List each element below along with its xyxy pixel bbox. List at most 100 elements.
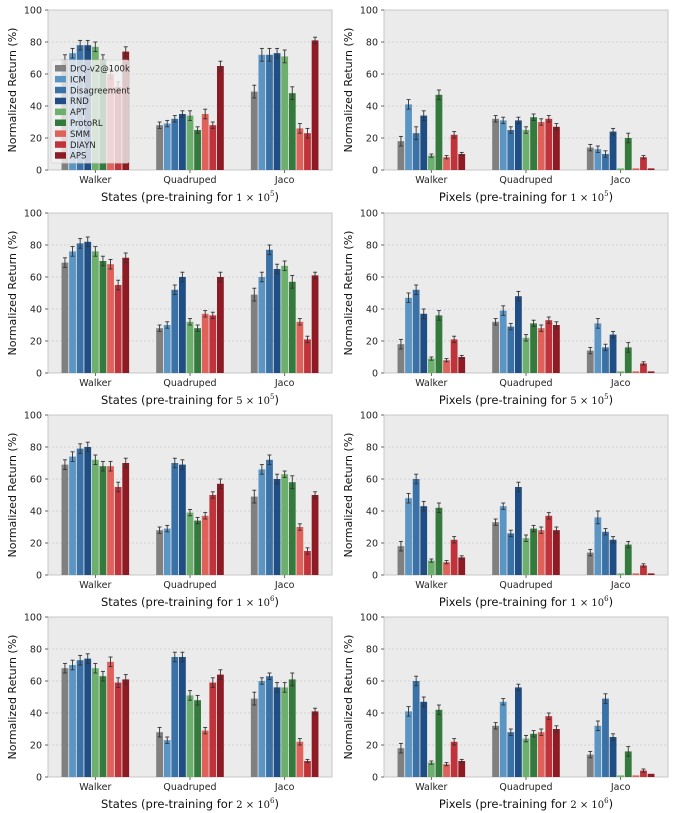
bar-smm xyxy=(443,360,450,373)
y-tick-label: 60 xyxy=(30,69,42,80)
bar-rnd xyxy=(84,241,92,373)
bar-drq-v2-100k xyxy=(250,91,258,170)
bar-diayn xyxy=(304,133,311,170)
bar-protorl xyxy=(624,138,632,170)
bar-drq-v2-100k xyxy=(156,732,163,777)
bar-icm xyxy=(258,54,266,170)
bar-icm xyxy=(499,701,507,777)
bar-aps xyxy=(458,154,466,170)
x-axis-label-close: ) xyxy=(609,190,614,204)
bar-diayn xyxy=(450,741,458,777)
bar-icm xyxy=(258,469,266,575)
bar-drq-v2-100k xyxy=(156,530,163,575)
bar-disagreement xyxy=(412,681,420,777)
y-tick-label: 80 xyxy=(366,240,378,251)
bar-rnd xyxy=(273,53,281,171)
bar-apt xyxy=(281,474,289,575)
bar-smm xyxy=(296,527,304,575)
bar-apt xyxy=(281,687,289,777)
bar-apt xyxy=(522,538,530,575)
panel-states-1e6: 0 20 40 60 80 100 Walker Quadruped Jaco Normalize… xyxy=(6,410,333,609)
bar-aps xyxy=(311,495,319,575)
bar-protorl xyxy=(288,679,296,777)
bar-protorl xyxy=(530,733,537,777)
x-axis-label-text: Pixels (pre-training for xyxy=(439,190,570,204)
bar-drq-v2-100k xyxy=(492,118,499,170)
bar-protorl xyxy=(194,520,201,575)
bar-disagreement xyxy=(171,118,179,170)
y-tick-label: 40 xyxy=(30,506,42,517)
bar-drq-v2-100k xyxy=(61,464,69,575)
y-tick-label: 20 xyxy=(366,538,378,549)
bar-rnd xyxy=(179,277,186,373)
bar-rnd xyxy=(179,657,186,777)
bar-rnd xyxy=(515,487,522,575)
bar-disagreement xyxy=(171,657,179,777)
bar-apt xyxy=(186,321,194,373)
bar-smm xyxy=(537,328,545,373)
bar-drq-v2-100k xyxy=(250,294,258,373)
bar-icm xyxy=(405,498,412,575)
x-axis-label-exponent: 6 xyxy=(270,595,275,603)
bar-rnd xyxy=(84,447,92,575)
panel-pixels-1e6: 0 20 40 60 80 100 Walker Quadruped Jaco Normalize… xyxy=(342,410,669,609)
x-tick-label: Quadruped xyxy=(163,580,216,591)
bar-disagreement xyxy=(76,243,84,373)
bar-rnd xyxy=(273,269,281,373)
x-axis-label: States (pre-training for 1 × 106) xyxy=(101,595,279,609)
bar-disagreement xyxy=(76,448,84,575)
x-axis-label-exponent: 5 xyxy=(270,393,274,401)
bar-aps xyxy=(122,257,130,373)
bar-icm xyxy=(405,104,412,170)
panel-pixels-5e5: 0 20 40 60 80 100 Walker Quadruped Jaco Normalize… xyxy=(342,208,669,407)
x-tick-label: Quadruped xyxy=(499,782,552,793)
bar-diayn xyxy=(545,515,553,575)
bar-protorl xyxy=(288,482,296,575)
bar-disagreement xyxy=(266,249,273,373)
bar-protorl xyxy=(288,93,296,170)
bar-rnd xyxy=(515,296,522,373)
x-axis-label: Pixels (pre-training for 2 × 106) xyxy=(439,797,613,811)
x-tick-label: Walker xyxy=(415,378,447,389)
bar-rnd xyxy=(609,334,617,373)
bar-diayn xyxy=(450,134,458,170)
bar-diayn xyxy=(304,339,311,373)
bar-smm xyxy=(201,730,209,777)
bar-rnd xyxy=(420,313,428,373)
y-tick-label: 100 xyxy=(24,5,42,16)
bar-diayn xyxy=(545,320,553,373)
bar-disagreement xyxy=(412,479,420,575)
bar-aps xyxy=(647,573,655,575)
bar-diayn xyxy=(209,495,217,575)
y-tick-label: 40 xyxy=(30,708,42,719)
bar-disagreement xyxy=(507,326,515,373)
bar-apt xyxy=(281,56,289,170)
bar-apt xyxy=(617,775,625,777)
bar-protorl xyxy=(624,347,632,373)
bar-diayn xyxy=(640,565,647,575)
bar-apt xyxy=(617,168,625,170)
y-tick-label: 20 xyxy=(30,336,42,347)
x-tick-label: Quadruped xyxy=(163,175,216,186)
bar-icm xyxy=(258,681,266,777)
y-tick-label: 0 xyxy=(36,570,42,581)
x-axis-label-exponent: 5 xyxy=(604,190,608,198)
bar-icm xyxy=(258,277,266,373)
bar-drq-v2-100k xyxy=(250,496,258,575)
y-tick-label: 0 xyxy=(36,165,42,176)
bar-diayn xyxy=(450,539,458,575)
bar-protorl xyxy=(435,507,443,575)
y-tick-label: 0 xyxy=(372,165,378,176)
y-tick-label: 0 xyxy=(372,570,378,581)
bar-rnd xyxy=(515,120,522,170)
bar-disagreement xyxy=(602,154,609,170)
x-axis-label-text: States (pre-training for xyxy=(101,190,236,204)
bar-smm xyxy=(632,168,640,170)
y-axis-label: Normalized Return (%) xyxy=(6,28,19,153)
bar-disagreement xyxy=(507,732,515,777)
bar-protorl xyxy=(288,281,296,373)
y-axis-label: Normalized Return (%) xyxy=(6,433,19,558)
y-tick-label: 60 xyxy=(366,69,378,80)
bar-aps xyxy=(217,483,224,575)
legend-swatch xyxy=(55,130,66,137)
